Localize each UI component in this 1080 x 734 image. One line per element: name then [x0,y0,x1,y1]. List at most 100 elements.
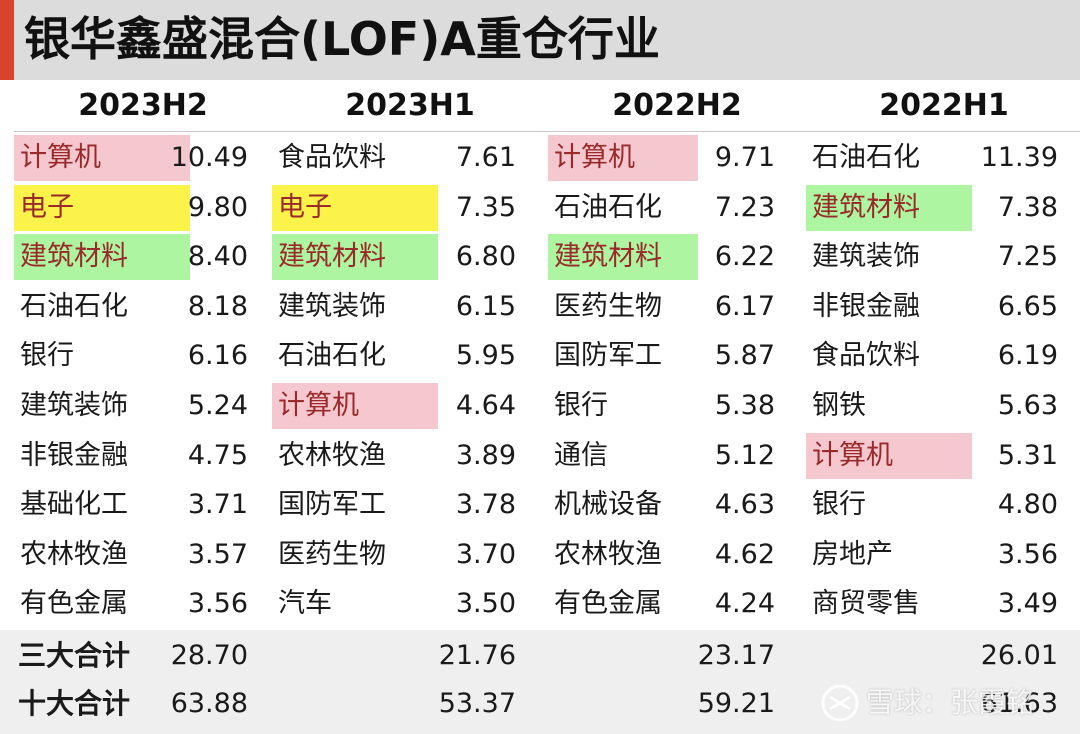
summary-band [0,630,1080,734]
industry-name: 银行 [812,489,866,521]
top10-total-value: 63.88 [170,688,248,719]
industry-name: 非银金融 [20,439,128,471]
industry-name: 农林牧渔 [20,538,128,570]
industry-name: 农林牧渔 [278,439,386,471]
industry-weight: 3.70 [455,538,516,570]
industry-weight: 5.12 [714,439,775,471]
top10-total-value: 53.37 [438,688,516,719]
industry-name: 石油石化 [20,290,128,322]
industry-weight: 6.65 [997,290,1058,322]
top3-total-value: 21.76 [438,640,516,671]
top10-total-value: 61.63 [980,688,1058,719]
industry-weight: 4.75 [187,439,248,471]
industry-weight: 7.35 [455,191,516,223]
industry-name: 石油石化 [812,142,920,173]
top3-total-value: 28.70 [170,640,248,671]
top3-total-value: 23.17 [697,640,775,671]
period-header: 2022H2 [612,88,742,123]
header-divider [14,131,1080,132]
industry-weight: 3.56 [997,538,1058,570]
industry-weight: 5.31 [997,439,1058,471]
industry-name: 建筑装饰 [20,390,128,421]
industry-weight: 6.17 [714,290,775,322]
industry-weight: 11.39 [980,142,1058,173]
industry-name: 机械设备 [554,489,662,521]
industry-name: 有色金属 [20,588,128,620]
industry-name: 建筑装饰 [278,290,386,322]
period-header: 2023H1 [345,88,475,123]
industry-weight: 4.63 [714,489,775,521]
industry-name: 计算机 [806,432,972,479]
industry-weight: 4.24 [714,588,775,620]
industry-name: 汽车 [278,588,332,620]
snowball-logo-icon [821,684,859,722]
industry-name: 农林牧渔 [554,538,662,570]
industry-name: 石油石化 [554,191,662,223]
industry-weight: 6.80 [455,241,516,273]
title-accent-bar [0,0,14,80]
industry-name: 建筑材料 [548,234,698,281]
industry-name: 建筑材料 [806,184,972,231]
industry-name: 医药生物 [278,538,386,570]
industry-weight: 5.87 [714,340,775,372]
industry-name: 基础化工 [20,489,128,521]
industry-name: 电子 [272,184,438,231]
industry-weight: 5.24 [187,390,248,421]
industry-name: 建筑材料 [14,234,190,281]
industry-weight: 3.49 [997,588,1058,620]
industry-name: 非银金融 [812,290,920,322]
industry-weight: 6.19 [997,340,1058,372]
watermark-text: 雪球：张霞铭 [866,686,1035,719]
industry-name: 计算机 [548,135,698,181]
industry-name: 国防军工 [278,489,386,521]
industry-weight: 5.38 [714,390,775,421]
industry-name: 建筑装饰 [812,241,920,273]
industry-name: 食品饮料 [278,142,386,173]
top10-total-value: 59.21 [697,688,775,719]
period-header: 2023H2 [78,88,208,123]
industry-name: 食品饮料 [812,340,920,372]
industry-weight: 3.78 [455,489,516,521]
industry-weight: 7.23 [714,191,775,223]
title-bar: 银华鑫盛混合(LOF)A重仓行业 [0,0,1080,80]
top10-total-label: 十大合计 [18,687,131,720]
industry-weight: 3.57 [187,538,248,570]
period-header: 2022H1 [879,88,1009,123]
industry-weight: 7.25 [997,241,1058,273]
industry-weight: 4.80 [997,489,1058,521]
industry-weight: 7.38 [997,191,1058,223]
industry-name: 有色金属 [554,588,662,620]
industry-name: 通信 [554,439,608,471]
top3-total-label: 三大合计 [18,639,131,672]
industry-name: 医药生物 [554,290,662,322]
industry-weight: 6.15 [455,290,516,322]
industry-weight: 3.50 [455,588,516,620]
industry-name: 石油石化 [278,340,386,372]
industry-weight: 6.16 [187,340,248,372]
industry-name: 计算机 [272,383,438,429]
industry-name: 银行 [20,340,74,372]
industry-name: 电子 [14,184,190,231]
industry-weight: 8.40 [187,241,248,273]
industry-name: 建筑材料 [272,234,438,281]
industry-weight: 5.95 [455,340,516,372]
industry-name: 房地产 [812,538,893,570]
industry-weight: 8.18 [187,290,248,322]
industry-name: 银行 [554,390,608,421]
industry-name: 国防军工 [554,340,662,372]
industry-name: 钢铁 [812,390,866,421]
industry-weight: 4.62 [714,538,775,570]
industry-weight: 4.64 [455,390,516,421]
industry-weight: 9.80 [187,191,248,223]
industry-weight: 10.49 [170,142,248,173]
industry-name: 计算机 [14,135,190,181]
industry-weight: 3.71 [187,489,248,521]
industry-weight: 6.22 [714,241,775,273]
industry-weight: 3.56 [187,588,248,620]
industry-name: 商贸零售 [812,588,920,620]
page-title: 银华鑫盛混合(LOF)A重仓行业 [24,12,660,66]
watermark: 雪球：张霞铭 [820,678,1034,728]
industry-weight: 5.63 [997,390,1058,421]
industry-weight: 7.61 [455,142,516,173]
top3-total-value: 26.01 [980,640,1058,671]
